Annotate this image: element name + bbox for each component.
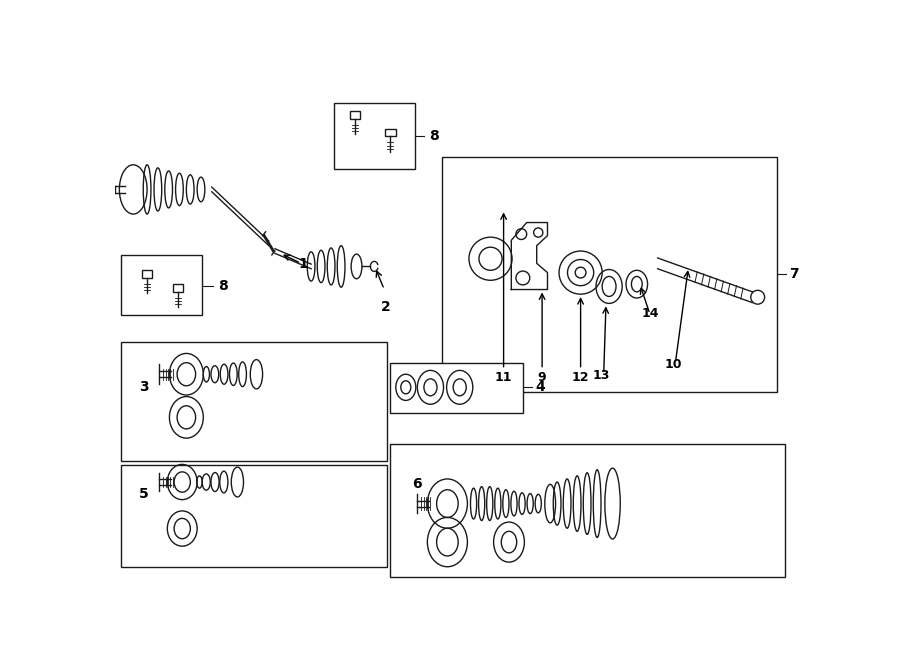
Bar — [385, 129, 396, 136]
Text: 13: 13 — [593, 369, 610, 382]
Text: 4: 4 — [536, 380, 544, 395]
Text: 7: 7 — [789, 267, 799, 281]
Text: 9: 9 — [538, 371, 546, 384]
Text: 10: 10 — [664, 358, 682, 371]
Bar — [121, 255, 202, 315]
Text: 8: 8 — [429, 128, 438, 143]
Bar — [391, 363, 523, 412]
Bar — [334, 103, 415, 169]
Text: 6: 6 — [412, 477, 422, 491]
Text: 14: 14 — [641, 307, 659, 321]
Text: 11: 11 — [495, 371, 512, 384]
Text: 5: 5 — [140, 487, 148, 501]
Bar — [442, 157, 777, 392]
Text: 2: 2 — [381, 299, 391, 313]
Bar — [121, 342, 387, 461]
Bar — [121, 465, 387, 566]
Text: 8: 8 — [218, 279, 228, 293]
Text: 1: 1 — [299, 257, 309, 271]
Bar — [173, 284, 184, 292]
Bar — [141, 270, 152, 278]
Bar — [391, 444, 785, 577]
Text: 12: 12 — [572, 371, 590, 384]
Text: 3: 3 — [140, 379, 148, 393]
Bar — [349, 111, 360, 118]
